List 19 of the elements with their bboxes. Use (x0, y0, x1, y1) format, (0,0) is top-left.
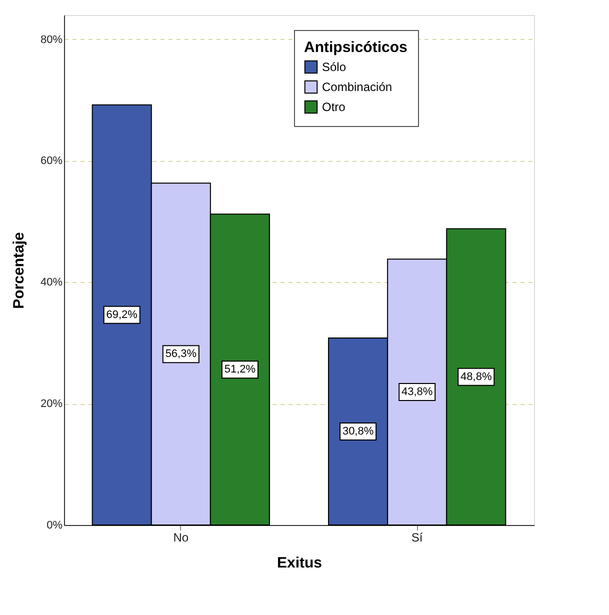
data-label: 51,2% (224, 364, 256, 376)
legend-label: Combinación (322, 80, 392, 94)
y-tick-label: 0% (46, 520, 63, 532)
x-tick-label: Sí (411, 530, 424, 544)
x-tick-label: No (173, 530, 189, 544)
data-label: 48,8% (460, 370, 492, 383)
data-label: 56,3% (165, 348, 197, 360)
y-tick-label: 80% (40, 34, 63, 46)
legend-title: Antipsicóticos (304, 39, 408, 56)
y-axis-title: Porcentaje (10, 232, 28, 309)
legend-label: Otro (322, 100, 346, 114)
data-label: 43,8% (401, 386, 433, 398)
y-tick-label: 20% (40, 398, 63, 410)
legend-label: Sólo (322, 60, 346, 74)
y-tick-label: 40% (40, 276, 63, 289)
y-tick-label: 60% (40, 155, 63, 168)
x-axis-title: Exitus (276, 554, 322, 572)
data-label: 30,8% (342, 426, 374, 438)
data-label: 69,2% (106, 308, 138, 321)
